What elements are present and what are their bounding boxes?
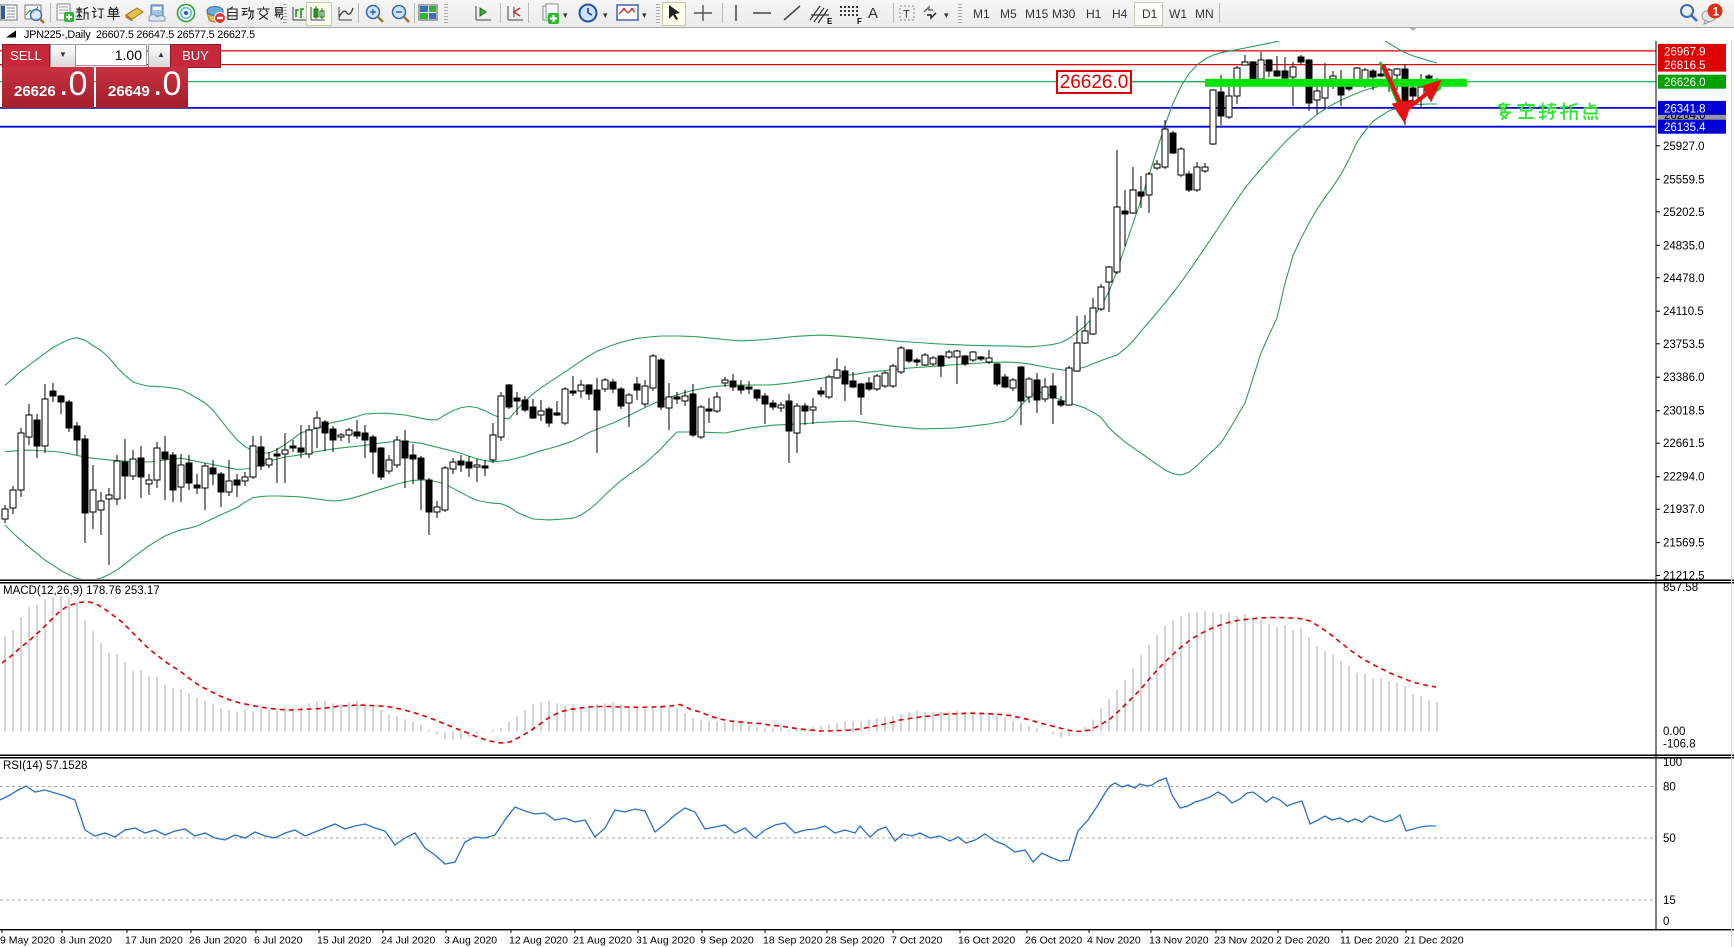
svg-text:31 Aug 2020: 31 Aug 2020 (636, 935, 695, 947)
svg-text:3 Aug 2020: 3 Aug 2020 (444, 935, 497, 947)
svg-text:4 Nov 2020: 4 Nov 2020 (1087, 935, 1141, 947)
svg-text:F: F (857, 17, 862, 25)
svg-text:24 Jul 2020: 24 Jul 2020 (381, 935, 435, 947)
svg-text:26341.8: 26341.8 (1664, 103, 1706, 115)
svg-text:16 Oct 2020: 16 Oct 2020 (958, 935, 1015, 947)
svg-text:21 Dec 2020: 21 Dec 2020 (1404, 935, 1464, 947)
svg-text:13 Nov 2020: 13 Nov 2020 (1149, 935, 1209, 947)
svg-text:22661.5: 22661.5 (1663, 438, 1705, 450)
svg-text:0.00: 0.00 (1663, 726, 1685, 738)
svg-text:26626.0: 26626.0 (1664, 77, 1706, 89)
svg-text:6 Jul 2020: 6 Jul 2020 (254, 935, 303, 947)
svg-text:15 Jul 2020: 15 Jul 2020 (317, 935, 371, 947)
svg-text:22294.0: 22294.0 (1663, 472, 1705, 484)
svg-text:26 Jun 2020: 26 Jun 2020 (189, 935, 247, 947)
svg-text:15: 15 (1663, 895, 1676, 907)
svg-text:25202.5: 25202.5 (1663, 207, 1705, 219)
svg-text:857.58: 857.58 (1663, 582, 1698, 594)
svg-text:100: 100 (1663, 757, 1682, 769)
svg-text:80: 80 (1663, 782, 1676, 794)
svg-text:9 Sep 2020: 9 Sep 2020 (700, 935, 754, 947)
svg-text:8 Jun 2020: 8 Jun 2020 (60, 935, 112, 947)
svg-text:23018.5: 23018.5 (1663, 406, 1705, 418)
svg-text:1: 1 (1713, 5, 1720, 19)
svg-text:23753.5: 23753.5 (1663, 339, 1705, 351)
svg-text:E: E (827, 17, 833, 25)
svg-text:7 Oct 2020: 7 Oct 2020 (891, 935, 943, 947)
svg-text:26967.9: 26967.9 (1664, 46, 1706, 58)
svg-text:26 Oct 2020: 26 Oct 2020 (1025, 935, 1082, 947)
svg-text:21212.5: 21212.5 (1663, 571, 1705, 583)
svg-text:2 Dec 2020: 2 Dec 2020 (1276, 935, 1330, 947)
svg-text:24835.0: 24835.0 (1663, 240, 1705, 252)
svg-text:21937.0: 21937.0 (1663, 504, 1705, 516)
svg-text:26816.5: 26816.5 (1664, 60, 1706, 72)
svg-text:26135.4: 26135.4 (1664, 122, 1706, 134)
svg-text:26626.0: 26626.0 (1060, 72, 1129, 93)
svg-text:18 Sep 2020: 18 Sep 2020 (763, 935, 823, 947)
svg-text:9 May 2020: 9 May 2020 (0, 935, 55, 947)
svg-text:28 Sep 2020: 28 Sep 2020 (825, 935, 885, 947)
svg-text:21 Aug 2020: 21 Aug 2020 (573, 935, 632, 947)
svg-text:21569.5: 21569.5 (1663, 538, 1705, 550)
svg-text:-106.8: -106.8 (1663, 739, 1696, 751)
svg-text:JPN225-,Daily 26607.5 26647.5: JPN225-,Daily 26607.5 26647.5 26577.5 26… (24, 29, 255, 41)
svg-text:MACD(12,26,9) 178.76 253.17: MACD(12,26,9) 178.76 253.17 (3, 585, 160, 597)
svg-text:25927.0: 25927.0 (1663, 141, 1705, 153)
svg-text:T: T (903, 9, 910, 21)
svg-text:RSI(14) 57.1528: RSI(14) 57.1528 (3, 760, 87, 772)
svg-text:17 Jun 2020: 17 Jun 2020 (125, 935, 183, 947)
svg-text:12 Aug 2020: 12 Aug 2020 (509, 935, 568, 947)
svg-text:23386.0: 23386.0 (1663, 372, 1705, 384)
svg-text:23 Nov 2020: 23 Nov 2020 (1214, 935, 1274, 947)
svg-text:24110.5: 24110.5 (1663, 306, 1704, 318)
svg-text:50: 50 (1663, 833, 1676, 845)
svg-text:0: 0 (1663, 916, 1669, 928)
svg-text:24478.0: 24478.0 (1663, 273, 1705, 285)
svg-text:11 Dec 2020: 11 Dec 2020 (1340, 935, 1399, 947)
svg-text:25559.5: 25559.5 (1663, 174, 1705, 186)
